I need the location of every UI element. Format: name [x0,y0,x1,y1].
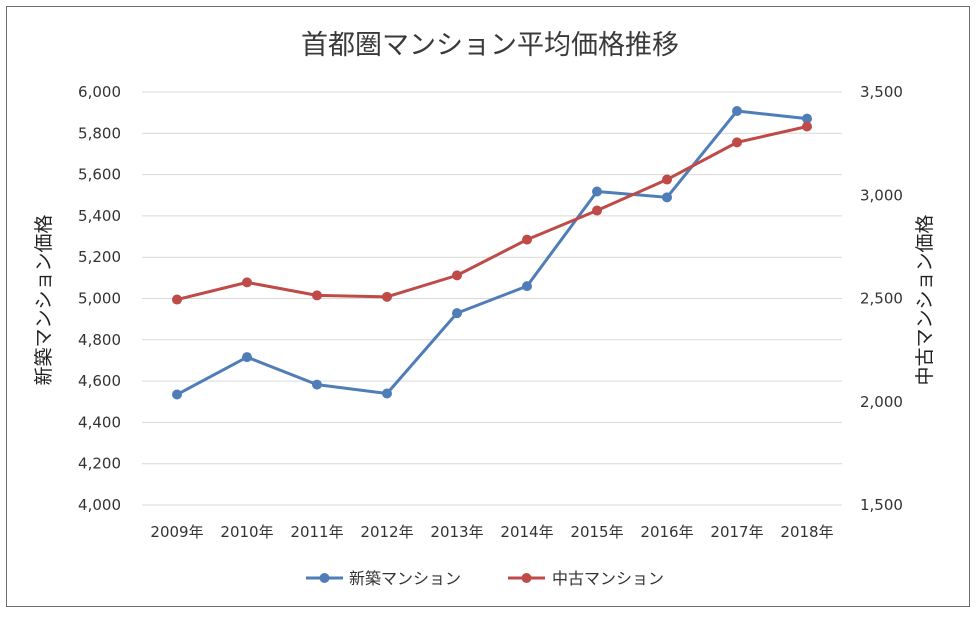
right-axis-title: 中古マンション価格 [914,214,936,385]
series-line-0 [176,109,808,396]
x-tick-label: 2015年 [570,523,623,541]
left-axis-ticks: 4,000 4,200 4,400 4,600 4,800 5,000 5,200 5,400… [78,83,121,514]
legend-marker-used [521,573,532,583]
data-point [172,294,182,305]
right-axis-ticks: 1,500 2,000 2,500 3,000 3,500 [860,83,903,514]
data-point [662,174,672,185]
data-point [592,186,602,197]
left-tick-label: 4,800 [78,331,121,349]
data-point [242,277,252,288]
data-point [382,291,392,302]
left-tick-label: 5,200 [78,248,121,266]
data-point [452,308,462,319]
left-axis-title: 新築マンション価格 [33,214,55,385]
x-axis-ticks: 2009年 2010年 2011年 2012年 2013年 2014年 2015年 2016年… [150,523,833,541]
gridlines [142,91,842,506]
legend-label-used: 中古マンション [552,569,664,588]
data-point [662,192,672,203]
x-tick-label: 2016年 [640,523,693,541]
x-tick-label: 2011年 [290,523,343,541]
x-tick-label: 2018年 [780,523,833,541]
chart-title: 首都圏マンション平均価格推移 [301,30,679,61]
left-tick-label: 5,000 [78,290,121,308]
data-point [732,105,742,116]
x-tick-label: 2009年 [150,523,203,541]
left-tick-label: 5,600 [78,166,121,184]
x-tick-label: 2013年 [430,523,483,541]
data-point [452,270,462,281]
x-tick-label: 2010年 [220,523,273,541]
data-point [312,379,322,390]
left-tick-label: 5,800 [78,124,121,142]
data-point [242,352,252,363]
right-tick-label: 3,000 [860,186,903,204]
right-tick-label: 2,000 [860,393,903,411]
left-tick-label: 6,000 [78,83,121,101]
x-tick-label: 2017年 [710,523,763,541]
series-lines [172,105,812,400]
left-tick-label: 4,400 [78,413,121,431]
legend-marker-new [319,573,330,583]
left-tick-label: 5,400 [78,207,121,225]
series-line-1 [176,125,808,301]
right-tick-label: 1,500 [860,496,903,514]
legend-label-new: 新築マンション [349,569,461,588]
data-point [522,281,532,292]
chart-frame [6,6,970,607]
left-tick-label: 4,600 [78,372,121,390]
right-tick-label: 2,500 [860,290,903,308]
x-tick-label: 2012年 [360,523,413,541]
data-point [802,121,812,132]
data-point [382,388,392,399]
x-tick-label: 2014年 [500,523,553,541]
left-tick-label: 4,200 [78,455,121,473]
data-point [522,234,532,245]
data-point [312,290,322,301]
legend: 新築マンション 中古マンション [306,569,664,588]
right-tick-label: 3,500 [860,83,903,101]
data-point [802,113,812,124]
data-point [172,389,182,400]
left-tick-label: 4,000 [78,496,121,514]
data-point [592,205,602,216]
data-point [732,137,742,148]
